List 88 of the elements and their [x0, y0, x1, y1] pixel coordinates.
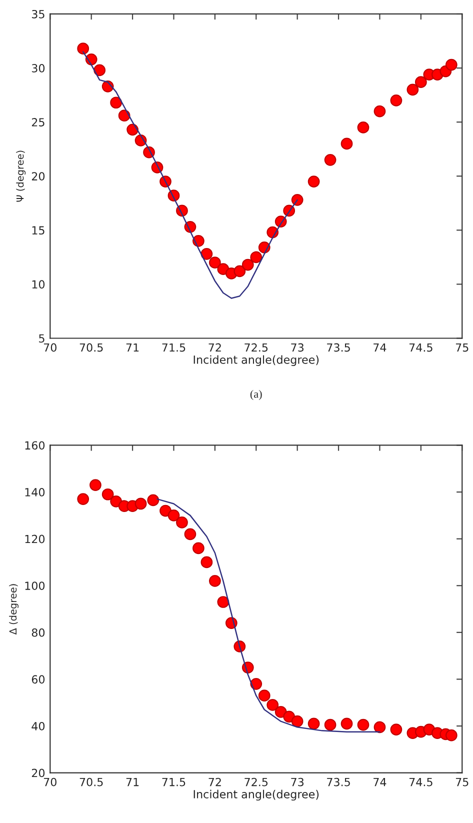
- point: [176, 516, 188, 528]
- x-tick-label: 74.5: [409, 343, 432, 352]
- y-tick-label: 140: [25, 488, 45, 496]
- point: [134, 498, 147, 510]
- x-tick-label: 71: [126, 778, 139, 786]
- x-tick-label: 71: [126, 343, 139, 352]
- point: [126, 124, 138, 136]
- y-tick-label: 160: [25, 441, 45, 450]
- point: [208, 256, 221, 269]
- x-tick-label: 72.5: [244, 343, 268, 352]
- x-tick-label: 75: [456, 343, 468, 352]
- point: [266, 699, 279, 711]
- y-tick-label: 40: [32, 722, 45, 730]
- point: [77, 42, 90, 55]
- point: [102, 488, 114, 500]
- point: [308, 718, 320, 730]
- x-tick-label: 74: [374, 778, 386, 786]
- x-tick-label: 72: [208, 343, 221, 352]
- y-axis-title: Ψ (degree): [16, 150, 26, 202]
- y-tick-label: 30: [32, 64, 45, 72]
- point: [192, 542, 204, 554]
- point: [340, 718, 353, 730]
- y-tick-label: 120: [25, 534, 45, 544]
- point: [147, 494, 160, 506]
- point: [200, 248, 213, 260]
- point: [77, 493, 90, 505]
- x-tick-label: 72: [208, 778, 221, 786]
- y-tick-label: 35: [32, 10, 44, 18]
- x-axis-title: Incident angle(degree): [194, 790, 319, 801]
- x-axis-title: Incident angle(degree): [194, 355, 319, 366]
- point: [118, 110, 130, 122]
- y-tick-label: 20: [32, 768, 45, 778]
- x-tick-label: 73: [291, 343, 304, 352]
- y-tick-label: 15: [32, 226, 44, 235]
- point: [250, 678, 262, 690]
- y-tick-label: 100: [25, 582, 45, 590]
- x-tick-label: 75: [456, 778, 468, 786]
- y-tick-label: 25: [32, 118, 44, 126]
- x-tick-label: 74.5: [409, 778, 432, 786]
- point: [324, 718, 336, 731]
- point: [110, 495, 122, 508]
- point: [208, 575, 221, 587]
- point: [200, 556, 213, 568]
- point: [291, 194, 304, 206]
- point: [258, 690, 270, 702]
- text: (a): [250, 390, 262, 400]
- point: [340, 138, 353, 150]
- x-tick-label: 73.5: [327, 778, 350, 786]
- point: [445, 729, 458, 742]
- point: [283, 710, 296, 723]
- x-tick-label: 73.5: [327, 343, 350, 352]
- point: [168, 510, 180, 522]
- point: [94, 64, 106, 76]
- x-tick-label: 73: [291, 778, 304, 786]
- point: [250, 251, 262, 264]
- point: [184, 528, 196, 540]
- point: [160, 504, 172, 517]
- point: [308, 176, 320, 188]
- point: [374, 105, 386, 118]
- x-tick-label: 70: [44, 343, 56, 352]
- x-tick-label: 70.5: [80, 778, 103, 786]
- x-tick-label: 74: [374, 343, 386, 352]
- x-tick-label: 70: [44, 778, 56, 786]
- point: [357, 122, 370, 134]
- x-tick-label: 72.5: [244, 778, 268, 786]
- point: [390, 724, 402, 736]
- point: [234, 265, 246, 278]
- x-tick-label: 70.5: [80, 343, 103, 352]
- point: [390, 94, 402, 106]
- y-axis-title: Δ (degree): [9, 584, 19, 635]
- point: [324, 154, 336, 166]
- point: [445, 58, 458, 71]
- y-tick-label: 20: [32, 172, 45, 180]
- x-tick-label: 71.5: [162, 778, 186, 786]
- point: [291, 715, 304, 728]
- point: [242, 258, 254, 271]
- y-tick-label: 5: [39, 334, 44, 343]
- point: [90, 479, 102, 491]
- y-tick-label: 60: [32, 675, 45, 684]
- y-tick-label: 80: [32, 628, 45, 637]
- point: [414, 76, 427, 88]
- y-tick-label: 10: [32, 280, 45, 289]
- point: [217, 596, 230, 608]
- point: [357, 718, 370, 731]
- point: [110, 96, 122, 109]
- x-tick-label: 71.5: [162, 343, 186, 352]
- point: [406, 84, 419, 96]
- point: [374, 721, 386, 734]
